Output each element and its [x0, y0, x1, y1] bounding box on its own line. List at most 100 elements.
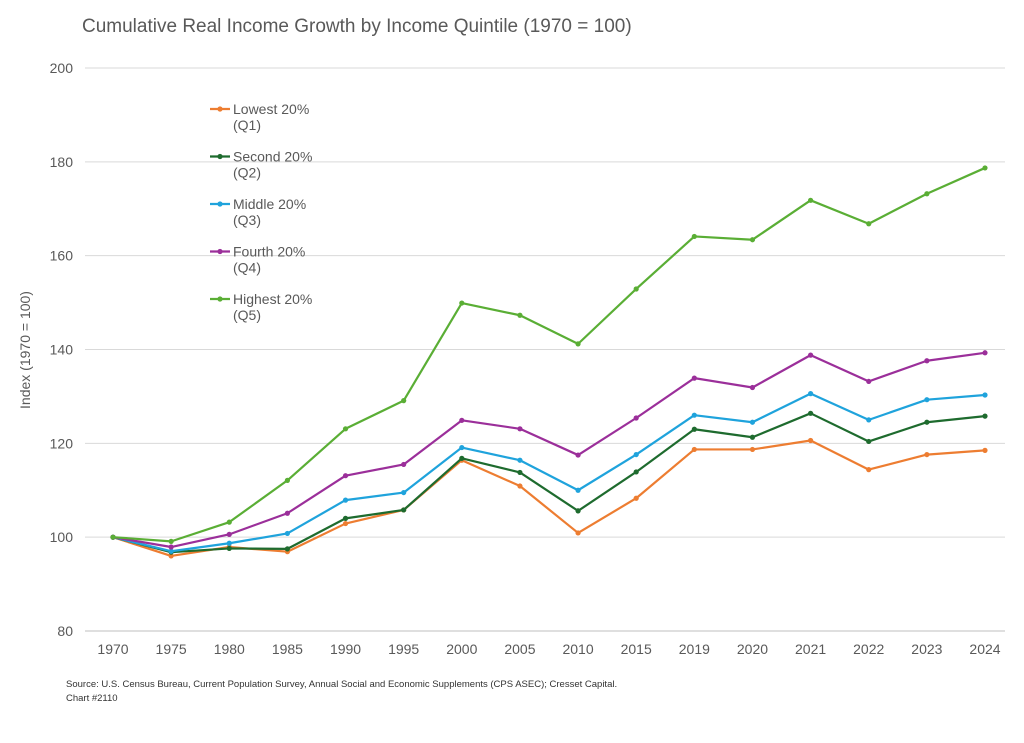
y-tick-label: 100 — [50, 529, 74, 545]
data-point-q5 — [982, 165, 988, 171]
data-point-q5 — [110, 534, 116, 540]
legend-marker — [217, 248, 223, 255]
chart-title: Cumulative Real Income Growth by Income … — [82, 16, 632, 37]
data-point-q2 — [517, 469, 523, 476]
y-tick-label: 200 — [50, 60, 74, 76]
data-point-q4 — [924, 358, 930, 364]
x-tick-label: 1970 — [97, 641, 128, 657]
x-tick-label: 2024 — [969, 641, 1000, 657]
series-line-3 — [112, 392, 986, 553]
data-point-q1 — [924, 451, 930, 458]
data-point-q1 — [808, 437, 814, 444]
data-point-q3 — [459, 444, 465, 451]
source-note: Source: U.S. Census Bureau, Current Popu… — [66, 678, 617, 706]
data-point-q2 — [691, 426, 697, 432]
legend-marker — [217, 201, 223, 207]
data-point-q4 — [866, 378, 872, 385]
data-point-q2 — [342, 515, 349, 522]
data-point-q5 — [808, 197, 814, 203]
y-axis-label: Index (1970 = 100) — [17, 291, 33, 409]
series-line-5 — [112, 166, 986, 543]
data-point-q2 — [749, 434, 756, 440]
data-point-q5 — [284, 477, 290, 483]
legend-sublabel: (Q3) — [233, 212, 261, 228]
data-point-q4 — [168, 544, 174, 550]
data-point-q5 — [342, 426, 349, 432]
data-point-q1 — [575, 530, 581, 536]
data-point-q5 — [226, 519, 232, 525]
data-point-q4 — [633, 415, 639, 421]
x-tick-label: 2010 — [562, 641, 593, 657]
data-point-q3 — [982, 392, 988, 398]
data-point-q1 — [517, 483, 523, 489]
x-tick-label: 1980 — [214, 641, 245, 657]
data-point-q4 — [226, 531, 232, 537]
y-tick-label: 80 — [57, 623, 73, 639]
data-point-q3 — [517, 457, 523, 463]
data-point-q1 — [342, 520, 349, 527]
data-point-q4 — [691, 375, 697, 381]
data-point-q2 — [575, 508, 581, 514]
source-text: Source: U.S. Census Bureau, Current Popu… — [66, 679, 618, 690]
legend-sublabel: (Q5) — [233, 307, 261, 323]
x-tick-label: 2015 — [621, 641, 652, 657]
x-tick-label: 2020 — [737, 641, 768, 657]
data-point-q2 — [284, 546, 290, 552]
data-point-q2 — [459, 455, 465, 461]
data-point-q4 — [284, 510, 290, 516]
legend-marker — [217, 153, 223, 160]
data-point-q3 — [866, 417, 872, 423]
data-point-q1 — [866, 467, 872, 473]
data-point-q3 — [633, 451, 639, 458]
y-tick-label: 160 — [50, 248, 74, 264]
legend-label: Highest 20% — [233, 291, 312, 307]
data-point-q1 — [168, 553, 174, 559]
data-point-q5 — [866, 221, 872, 227]
x-tick-label: 2019 — [679, 641, 710, 657]
x-tick-label: 2022 — [853, 641, 884, 657]
data-point-q2 — [401, 507, 407, 513]
data-point-q4 — [342, 473, 349, 479]
data-point-q3 — [691, 412, 697, 418]
legend-sublabel: (Q4) — [233, 260, 261, 276]
legend-marker — [217, 106, 223, 112]
data-point-q5 — [575, 341, 581, 347]
data-point-q5 — [459, 300, 465, 306]
data-point-q5 — [168, 538, 174, 544]
legend-label: Middle 20% — [233, 196, 306, 212]
data-point-q4 — [749, 384, 756, 391]
legend-label: Fourth 20% — [233, 244, 305, 260]
data-point-q3 — [575, 487, 581, 493]
data-point-q5 — [633, 286, 639, 292]
data-point-q4 — [575, 452, 581, 458]
data-point-q5 — [401, 398, 407, 404]
data-point-q1 — [749, 446, 756, 453]
x-tick-label: 1985 — [272, 641, 303, 657]
data-point-q3 — [168, 548, 174, 554]
data-point-q5 — [749, 237, 756, 243]
data-point-q1 — [633, 495, 639, 501]
data-point-q2 — [982, 413, 988, 419]
series-line-1 — [112, 439, 986, 558]
data-point-q5 — [924, 191, 930, 197]
data-point-q4 — [517, 426, 523, 432]
data-point-q4 — [459, 417, 465, 423]
data-point-q5 — [517, 312, 523, 318]
series-line-2 — [112, 412, 986, 554]
y-tick-label: 120 — [50, 435, 74, 451]
data-point-q4 — [982, 350, 988, 356]
data-point-q2 — [924, 419, 930, 425]
x-tick-label: 1995 — [388, 641, 419, 657]
legend-marker — [217, 296, 223, 302]
data-point-q2 — [226, 545, 232, 552]
data-point-q3 — [749, 419, 756, 425]
legend-label: Lowest 20% — [233, 101, 309, 117]
data-point-q2 — [808, 410, 814, 416]
data-point-q3 — [226, 540, 232, 546]
data-point-q3 — [401, 489, 407, 496]
legend-label: Second 20% — [233, 149, 312, 165]
x-tick-label: 1975 — [156, 641, 187, 657]
legend-sublabel: (Q1) — [233, 117, 261, 133]
x-tick-label: 2021 — [795, 641, 826, 657]
